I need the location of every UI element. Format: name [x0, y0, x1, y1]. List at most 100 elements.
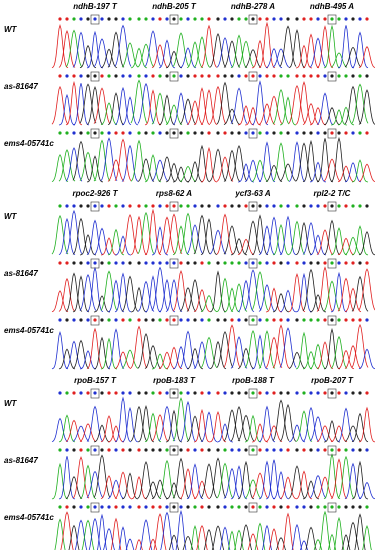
trace-peak: [358, 481, 375, 500]
base-dot: [65, 204, 69, 208]
base-dot: [200, 505, 204, 509]
base-dot: [207, 505, 211, 509]
base-dot: [344, 204, 348, 208]
base-dot: [58, 448, 62, 452]
base-dot: [58, 204, 62, 208]
base-dot: [295, 318, 299, 322]
base-dot: [237, 17, 241, 21]
base-dot: [186, 318, 190, 322]
base-dot: [179, 448, 183, 452]
trace-peak: [151, 479, 169, 500]
trace-peak: [209, 229, 227, 255]
base-dot: [100, 318, 104, 322]
trace-peak: [130, 325, 148, 369]
trace-peak: [86, 470, 104, 499]
base-dot: [114, 391, 118, 395]
base-dot: [65, 261, 69, 265]
trace-peak: [100, 270, 118, 311]
trace-peak: [239, 524, 253, 550]
trace-peak: [151, 44, 169, 69]
trace-peak: [88, 517, 102, 550]
base-dot: [207, 74, 211, 78]
trace-peak: [121, 349, 139, 369]
base-dot: [330, 448, 334, 452]
base-dot: [79, 391, 83, 395]
base-dot: [302, 448, 306, 452]
base-dot: [230, 131, 234, 135]
trace-peak: [144, 89, 162, 126]
trace-peak: [60, 511, 74, 550]
base-dot: [309, 505, 313, 509]
base-dot: [137, 204, 141, 208]
row-label: as-81647: [4, 269, 38, 278]
trace-peak: [227, 530, 237, 550]
trace-peak: [151, 92, 169, 125]
trace-peak: [107, 31, 125, 68]
base-dot: [100, 17, 104, 21]
base-dot: [193, 131, 197, 135]
trace-peak: [244, 49, 262, 68]
base-dot: [72, 448, 76, 452]
base-dot: [137, 448, 141, 452]
base-dot: [251, 448, 255, 452]
trace-peak: [272, 293, 290, 313]
trace-peak: [230, 406, 248, 442]
trace-peak: [79, 151, 97, 182]
trace-peak: [151, 159, 169, 182]
base-dot: [186, 261, 190, 265]
base-dot: [100, 204, 104, 208]
base-dot: [279, 204, 283, 208]
base-dot: [337, 448, 341, 452]
target-box: [327, 14, 337, 25]
base-dot: [65, 505, 69, 509]
base-dot: [165, 204, 169, 208]
base-dot: [244, 448, 248, 452]
base-dot: [128, 131, 132, 135]
base-dot: [165, 505, 169, 509]
base-dot: [65, 391, 69, 395]
trace-peak: [295, 80, 313, 125]
trace-peak: [344, 46, 362, 68]
trace-peak: [100, 415, 118, 443]
base-dot: [65, 17, 69, 21]
base-dot: [158, 448, 162, 452]
row-label: ems4-05741c: [4, 139, 54, 148]
base-dot: [237, 261, 241, 265]
trace-peak: [272, 223, 290, 256]
trace-peak: [144, 208, 162, 256]
base-dot: [193, 204, 197, 208]
base-dot: [330, 17, 334, 21]
base-dot: [358, 74, 362, 78]
base-dot: [100, 74, 104, 78]
base-dot: [337, 74, 341, 78]
base-dot: [230, 448, 234, 452]
trace-peak: [172, 32, 190, 67]
trace-peak: [316, 25, 334, 69]
trace-peak: [216, 37, 234, 68]
base-dot: [323, 74, 327, 78]
base-dot: [230, 204, 234, 208]
base-dot: [244, 261, 248, 265]
trace-peak: [251, 214, 269, 256]
trace-peak: [302, 350, 320, 370]
target-box: [169, 128, 179, 139]
trace-peak: [323, 452, 341, 500]
trace-peak: [209, 411, 227, 443]
trace-peak: [237, 279, 255, 313]
base-dot: [165, 261, 169, 265]
trace-peak: [79, 350, 97, 370]
target-box: [327, 71, 337, 82]
target-box: [327, 258, 337, 269]
trace-peak: [309, 343, 327, 370]
base-dot: [207, 448, 211, 452]
trace-peak: [237, 40, 255, 68]
chromatogram: [291, 502, 372, 550]
trace-peak: [330, 425, 348, 443]
trace-peak: [223, 409, 241, 442]
trace-peak: [330, 335, 348, 369]
trace-peak: [316, 425, 334, 443]
base-dot: [351, 318, 355, 322]
trace-peak: [81, 519, 95, 550]
trace-peak: [186, 161, 204, 183]
base-dot: [216, 391, 220, 395]
